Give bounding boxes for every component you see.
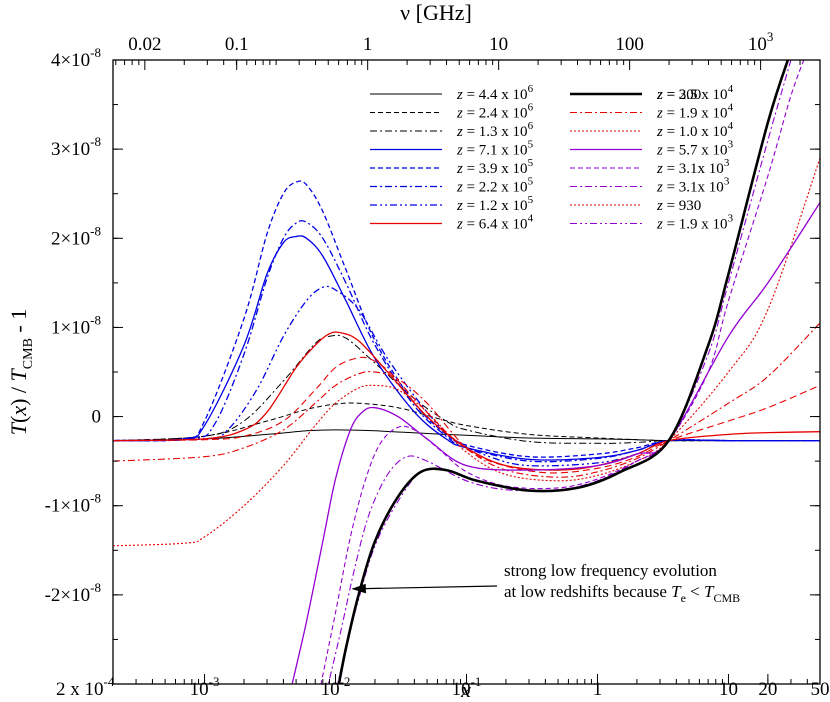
annotation: strong low frequency evolution at low re… xyxy=(351,561,740,605)
legend-label-12: z = 3.1x 103 xyxy=(656,157,730,177)
series-line-9 xyxy=(113,322,820,478)
series-line-8 xyxy=(113,356,820,474)
ticks-layer: 2 x 10-4 10-3 10-2 10-1 1 10 20 500.02 0.1 1 10 100… xyxy=(45,29,830,700)
top-tick-label: 103 xyxy=(748,29,774,55)
series-line-11 xyxy=(291,202,820,684)
x-tick-label: 1 xyxy=(593,679,603,700)
series-line-7 xyxy=(113,331,820,471)
legend-label-8: z = 3.5 x 104 xyxy=(656,83,734,103)
series-line-10 xyxy=(113,157,820,547)
series-line-3 xyxy=(113,235,820,461)
series-line-5 xyxy=(113,220,820,463)
y-tick-label: 4×10-8 xyxy=(51,45,101,71)
x-tick-label: 2 x 10-4 xyxy=(56,674,115,700)
legend-label-13: z = 3.1x 103 xyxy=(656,176,730,196)
top-tick-label: 1 xyxy=(363,34,373,55)
legend-label-16: z = 200 xyxy=(656,87,701,103)
y-tick-label: 3×10-8 xyxy=(51,134,101,160)
legend-label-10: z = 1.0 x 104 xyxy=(656,120,734,140)
legend-label-14: z = 930 xyxy=(656,198,701,214)
legend-label-11: z = 5.7 x 103 xyxy=(656,139,734,159)
legend-label-2: z = 1.3 x 106 xyxy=(456,120,534,140)
series-layer xyxy=(113,60,820,684)
legend-label-6: z = 1.2 x 105 xyxy=(456,194,534,214)
legend-label-7: z = 6.4 x 104 xyxy=(456,213,534,233)
top-axis-label: ν [GHz] xyxy=(400,0,472,25)
legend-label-4: z = 3.9 x 105 xyxy=(456,157,534,177)
y-tick-label: 2×10-8 xyxy=(51,223,101,249)
y-axis-label: T(x) / TCMB - 1 xyxy=(6,309,36,436)
annotation-arrow xyxy=(351,583,498,594)
series-line-12 xyxy=(320,60,805,684)
series-line-2 xyxy=(113,334,820,444)
legend-label-1: z = 2.4 x 106 xyxy=(456,102,534,122)
legend-label-0: z = 4.4 x 106 xyxy=(456,83,534,103)
svg-text:T(x) / TCMB - 1: T(x) / TCMB - 1 xyxy=(6,309,36,436)
annotation-line-2: at low redshifts because Te < TCMB xyxy=(504,582,740,605)
top-tick-label: 0.02 xyxy=(128,34,161,55)
series-line-4 xyxy=(113,180,820,458)
series-line-16 xyxy=(337,60,790,684)
legend-label-5: z = 2.2 x 105 xyxy=(456,176,534,196)
x-tick-label: 20 xyxy=(758,679,777,700)
top-tick-label: 100 xyxy=(615,34,644,55)
legend-label-15: z = 1.9 x 103 xyxy=(656,213,734,233)
x-tick-label: 10-3 xyxy=(190,674,220,700)
top-tick-label: 0.1 xyxy=(225,34,249,55)
legend-label-3: z = 7.1 x 105 xyxy=(456,139,534,159)
y-tick-label: 1×10-8 xyxy=(51,312,101,338)
x-tick-label: 10-2 xyxy=(321,674,351,700)
legend-label-9: z = 1.9 x 104 xyxy=(656,102,734,122)
annotation-line-1: strong low frequency evolution xyxy=(504,561,717,580)
x-tick-label: 10-1 xyxy=(452,674,482,700)
y-tick-label: 0 xyxy=(92,407,102,428)
x-tick-label: 10 xyxy=(719,679,738,700)
y-tick-label: -2×10-8 xyxy=(45,580,101,606)
top-tick-label: 10 xyxy=(489,34,508,55)
y-tick-label: -1×10-8 xyxy=(45,491,101,517)
x-axis-label: x xyxy=(460,677,471,702)
series-line-6 xyxy=(113,285,820,467)
